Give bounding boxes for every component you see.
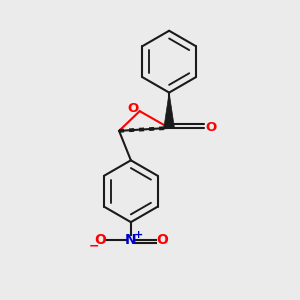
Text: −: − bbox=[88, 239, 99, 252]
Text: O: O bbox=[94, 233, 106, 247]
Text: O: O bbox=[156, 233, 168, 247]
Text: O: O bbox=[205, 121, 217, 134]
Text: N: N bbox=[125, 233, 137, 247]
Text: +: + bbox=[134, 230, 143, 239]
Text: O: O bbox=[128, 102, 139, 115]
Polygon shape bbox=[164, 93, 174, 128]
